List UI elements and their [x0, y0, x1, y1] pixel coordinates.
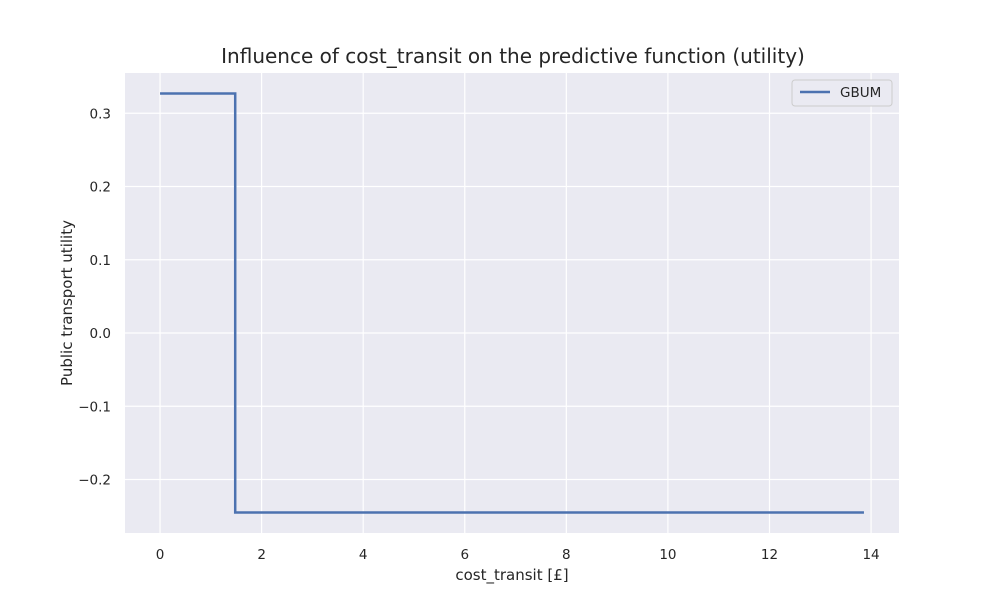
y-tick-label: 0.1	[90, 253, 111, 269]
chart-title: Influence of cost_transit on the predict…	[221, 44, 805, 68]
y-axis-label: Public transport utility	[58, 220, 76, 386]
y-tick-label: −0.1	[78, 399, 111, 415]
x-tick-label: 10	[659, 547, 676, 563]
x-tick-label: 8	[562, 547, 571, 563]
x-tick-label: 12	[761, 547, 778, 563]
y-tick-label: −0.2	[78, 473, 111, 489]
x-tick-label: 6	[460, 547, 469, 563]
legend: GBUM	[791, 79, 893, 107]
x-axis-ticks: 0 2 4 6 8 10 12 14	[156, 547, 880, 563]
x-tick-label: 4	[359, 547, 368, 563]
legend-label-gbum: GBUM	[840, 85, 881, 101]
y-tick-label: 0.0	[90, 326, 111, 342]
plot-area	[125, 73, 899, 533]
y-tick-label: 0.2	[90, 180, 111, 196]
x-tick-label: 14	[862, 547, 879, 563]
x-axis-label: cost_transit [£]	[455, 566, 568, 585]
y-axis-ticks: −0.2 −0.1 0.0 0.1 0.2 0.3	[78, 106, 111, 488]
y-tick-label: 0.3	[90, 106, 111, 122]
x-tick-label: 2	[257, 547, 266, 563]
series-layer	[160, 92, 864, 514]
series-line-gbum	[160, 92, 864, 514]
x-tick-label: 0	[156, 547, 165, 563]
grid	[125, 73, 899, 533]
legend-box	[791, 79, 893, 107]
